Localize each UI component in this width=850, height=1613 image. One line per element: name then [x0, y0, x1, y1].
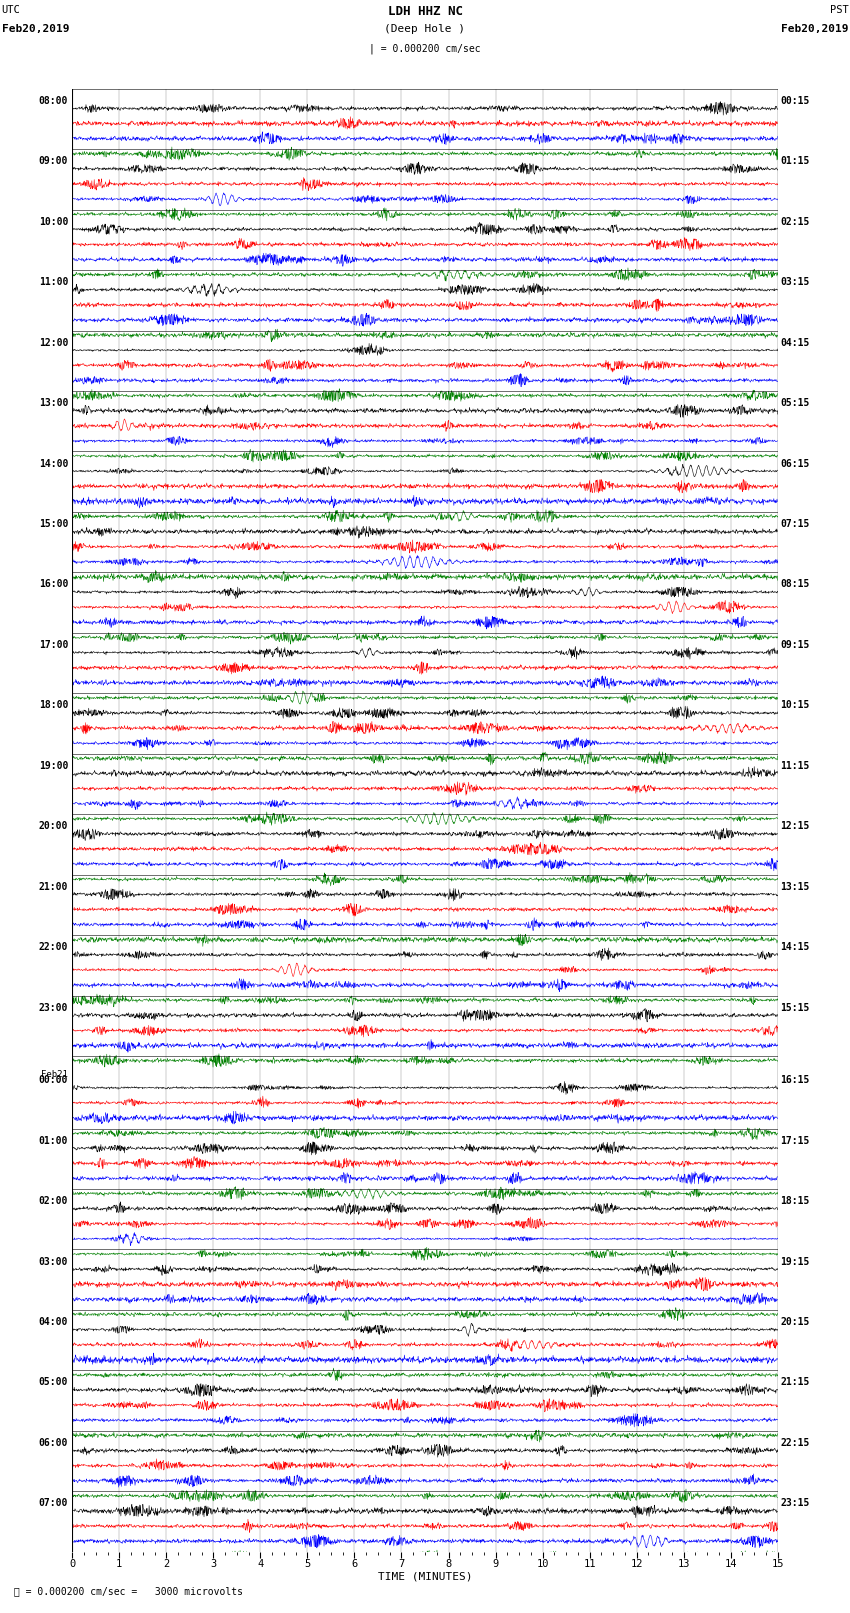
Text: 18:00: 18:00 — [38, 700, 68, 710]
Text: 02:15: 02:15 — [780, 216, 810, 227]
Text: 19:15: 19:15 — [780, 1257, 810, 1266]
Text: 14:00: 14:00 — [38, 458, 68, 468]
Text: 01:15: 01:15 — [780, 156, 810, 166]
Text: 12:00: 12:00 — [38, 337, 68, 348]
Text: 00:15: 00:15 — [780, 95, 810, 106]
Text: 19:00: 19:00 — [38, 761, 68, 771]
Text: 20:00: 20:00 — [38, 821, 68, 831]
Text: 22:15: 22:15 — [780, 1437, 810, 1448]
Text: 17:15: 17:15 — [780, 1136, 810, 1145]
Text: 11:00: 11:00 — [38, 277, 68, 287]
Text: 04:15: 04:15 — [780, 337, 810, 348]
Text: 00:00: 00:00 — [38, 1076, 68, 1086]
Text: LDH HHZ NC: LDH HHZ NC — [388, 5, 462, 18]
Text: 13:00: 13:00 — [38, 398, 68, 408]
Text: 22:00: 22:00 — [38, 942, 68, 952]
Text: 18:15: 18:15 — [780, 1197, 810, 1207]
X-axis label: TIME (MINUTES): TIME (MINUTES) — [377, 1571, 473, 1581]
Text: Feb20,2019: Feb20,2019 — [2, 24, 69, 34]
Text: 01:00: 01:00 — [38, 1136, 68, 1145]
Text: | = 0.000200 cm/sec: | = 0.000200 cm/sec — [369, 44, 481, 55]
Text: 14:15: 14:15 — [780, 942, 810, 952]
Text: 06:15: 06:15 — [780, 458, 810, 468]
Text: (Deep Hole ): (Deep Hole ) — [384, 24, 466, 34]
Text: 07:00: 07:00 — [38, 1498, 68, 1508]
Text: 16:00: 16:00 — [38, 579, 68, 589]
Text: 09:15: 09:15 — [780, 640, 810, 650]
Text: 20:15: 20:15 — [780, 1316, 810, 1327]
Text: 13:15: 13:15 — [780, 882, 810, 892]
Text: 03:15: 03:15 — [780, 277, 810, 287]
Text: ⏴ = 0.000200 cm/sec =   3000 microvolts: ⏴ = 0.000200 cm/sec = 3000 microvolts — [8, 1587, 243, 1597]
Text: 15:15: 15:15 — [780, 1003, 810, 1013]
Text: 06:00: 06:00 — [38, 1437, 68, 1448]
Text: 23:15: 23:15 — [780, 1498, 810, 1508]
Text: 08:15: 08:15 — [780, 579, 810, 589]
Text: 07:15: 07:15 — [780, 519, 810, 529]
Text: 05:00: 05:00 — [38, 1378, 68, 1387]
Text: 15:00: 15:00 — [38, 519, 68, 529]
Text: Feb21: Feb21 — [41, 1069, 68, 1079]
Text: 21:15: 21:15 — [780, 1378, 810, 1387]
Text: 10:00: 10:00 — [38, 216, 68, 227]
Text: 04:00: 04:00 — [38, 1316, 68, 1327]
Text: 16:15: 16:15 — [780, 1076, 810, 1086]
Text: 12:15: 12:15 — [780, 821, 810, 831]
Text: 09:00: 09:00 — [38, 156, 68, 166]
Text: PST: PST — [830, 5, 848, 15]
Text: 21:00: 21:00 — [38, 882, 68, 892]
Text: 10:15: 10:15 — [780, 700, 810, 710]
Text: 11:15: 11:15 — [780, 761, 810, 771]
Text: 02:00: 02:00 — [38, 1197, 68, 1207]
Text: Feb20,2019: Feb20,2019 — [781, 24, 848, 34]
Text: 05:15: 05:15 — [780, 398, 810, 408]
Text: UTC: UTC — [2, 5, 20, 15]
Text: 08:00: 08:00 — [38, 95, 68, 106]
Text: 23:00: 23:00 — [38, 1003, 68, 1013]
Text: 03:00: 03:00 — [38, 1257, 68, 1266]
Text: 17:00: 17:00 — [38, 640, 68, 650]
